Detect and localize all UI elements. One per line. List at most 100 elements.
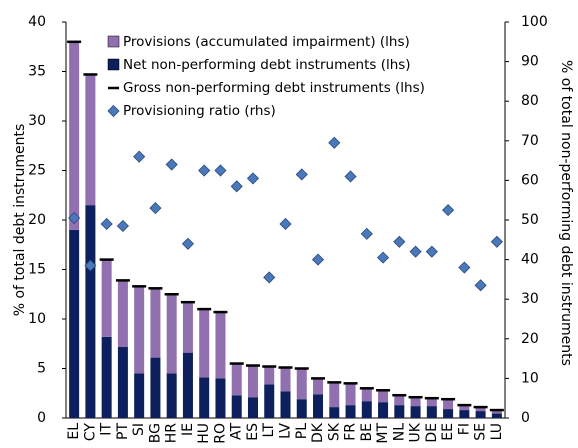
bar-segment <box>85 205 96 418</box>
bar-segment <box>231 395 242 418</box>
ratio-marker <box>165 158 178 171</box>
bar-segment <box>199 377 210 418</box>
x-tick-label: FR <box>343 423 359 441</box>
y2-tick-label: 90 <box>521 54 539 70</box>
legend-label: Provisioning ratio (rhs) <box>123 103 276 119</box>
ratio-marker <box>425 245 438 258</box>
bar-segment <box>280 367 291 392</box>
ratio-marker <box>474 279 487 292</box>
bar-segment <box>491 410 502 414</box>
y-tick-label: 35 <box>28 64 46 80</box>
bar-segment <box>459 405 470 411</box>
bar-segment <box>296 399 307 418</box>
ratio-marker <box>458 261 471 274</box>
x-tick-label: RO <box>212 423 228 444</box>
x-tick-label: EE <box>440 423 456 441</box>
y-axis-title: % of total debt instruments <box>12 124 28 317</box>
bar-segment <box>313 394 324 418</box>
ratio-marker <box>295 168 308 181</box>
bar-segment <box>426 406 437 418</box>
x-tick-label: IE <box>180 423 196 436</box>
y-tick-label: 20 <box>28 212 46 228</box>
ratio-marker <box>149 202 162 215</box>
legend-label: Net non-performing debt instruments (lhs… <box>123 57 411 73</box>
ratio-marker <box>133 150 146 163</box>
bar-segment <box>264 366 275 385</box>
bar-segment <box>247 365 258 398</box>
bar-segment <box>459 410 470 418</box>
y-tick-label: 30 <box>28 113 46 129</box>
bar-segment <box>394 405 405 418</box>
bar-segment <box>182 352 193 418</box>
y2-tick-label: 70 <box>521 133 539 149</box>
bar-segment <box>215 312 226 379</box>
ratio-marker <box>360 227 373 240</box>
ratio-marker <box>214 164 227 177</box>
bar-segment <box>182 302 193 353</box>
bar-segment <box>329 382 340 408</box>
bar-segment <box>329 407 340 418</box>
y2-tick-label: 50 <box>521 212 539 228</box>
bar-segment <box>378 402 389 418</box>
bar-segment <box>361 388 372 402</box>
x-tick-label: EL <box>66 423 82 440</box>
x-tick-label: ES <box>245 423 261 441</box>
bar-segment <box>231 363 242 396</box>
bar-segment <box>247 397 258 418</box>
bar-segment <box>361 401 372 418</box>
bar-segment <box>280 391 291 418</box>
ratio-marker <box>84 259 97 272</box>
bar-segment <box>117 280 128 347</box>
ratio-marker <box>263 271 276 284</box>
bar-segment <box>426 398 437 407</box>
bar-segment <box>166 294 177 374</box>
x-tick-label: AT <box>229 423 245 440</box>
ratio-marker <box>230 180 243 193</box>
y2-tick-label: 80 <box>521 93 539 109</box>
x-tick-label: BE <box>359 423 375 441</box>
bar-segment <box>475 411 486 418</box>
legend-swatch <box>107 104 120 118</box>
y-tick-label: 40 <box>28 14 46 30</box>
y-tick-label: 25 <box>28 163 46 179</box>
ratio-marker <box>116 219 129 233</box>
y2-tick-label: 100 <box>521 14 548 30</box>
ratio-marker <box>198 164 211 177</box>
bar-segment <box>85 74 96 206</box>
ratio-marker <box>409 245 422 258</box>
bar-segment <box>215 378 226 418</box>
y2-axis-title: % of total non-performing debt instrumen… <box>558 60 574 366</box>
x-tick-label: HR <box>164 423 180 444</box>
bar-segment <box>264 384 275 418</box>
x-tick-label: PT <box>115 423 131 440</box>
y2-tick-label: 60 <box>521 172 539 188</box>
ratio-marker <box>68 211 81 225</box>
x-tick-label: IT <box>99 423 115 436</box>
bar-segment <box>199 309 210 378</box>
legend-swatch <box>107 35 120 48</box>
bar-segment <box>69 41 80 230</box>
ratio-marker <box>328 136 341 149</box>
legend-label: Gross non-performing debt instruments (l… <box>123 80 425 96</box>
bar-segment <box>134 286 145 374</box>
x-tick-label: NL <box>391 423 407 441</box>
x-tick-label: UK <box>408 422 424 442</box>
bar-segment <box>345 405 356 418</box>
x-tick-label: CY <box>82 423 98 442</box>
ratio-marker <box>393 235 406 248</box>
bar-segment <box>69 229 80 418</box>
y2-tick-label: 10 <box>521 370 539 386</box>
bar-segment <box>410 406 421 418</box>
x-tick-label: DE <box>424 423 440 443</box>
bar-segment <box>296 368 307 400</box>
x-tick-label: SK <box>326 422 342 441</box>
bar-segment <box>101 336 112 418</box>
bar-segment <box>491 413 502 418</box>
ratio-marker <box>376 251 390 264</box>
x-tick-label: SE <box>473 423 489 441</box>
ratio-marker <box>100 217 113 231</box>
legend-swatch <box>107 58 120 71</box>
bar-segment <box>443 409 454 418</box>
bar-segment <box>313 378 324 395</box>
